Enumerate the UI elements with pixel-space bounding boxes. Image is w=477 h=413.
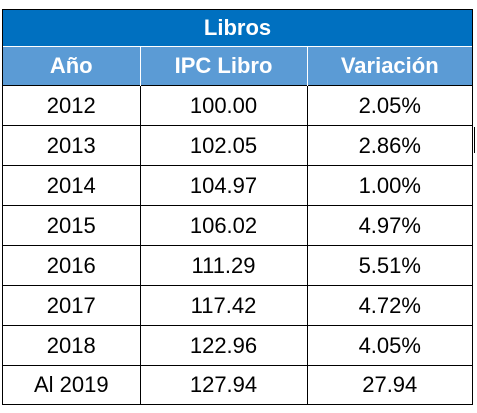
cell-variation: 1.00%	[306, 165, 473, 206]
table-row: 2017 117.42 4.72%	[3, 285, 473, 326]
table-row: 2012 100.00 2.05%	[3, 85, 473, 126]
cell-year: 2016	[3, 245, 140, 286]
header-year: Año	[3, 46, 140, 86]
cell-year: 2015	[3, 205, 140, 246]
table-header-row: Año IPC Libro Variación	[3, 46, 473, 86]
cell-ipc: 102.05	[139, 125, 307, 166]
ipc-libros-table-frame: Libros Año IPC Libro Variación 2012 100.…	[2, 9, 473, 405]
cell-ipc: 122.96	[139, 325, 307, 366]
cell-ipc: 100.00	[139, 85, 307, 126]
table-title: Libros	[3, 10, 473, 47]
ipc-libros-table: Libros Año IPC Libro Variación 2012 100.…	[3, 10, 473, 404]
table-row: 2013 102.05 2.86%	[3, 125, 473, 166]
cell-variation: 4.05%	[306, 325, 473, 366]
table-row: 2016 111.29 5.51%	[3, 245, 473, 286]
header-ipc-libro: IPC Libro	[139, 46, 307, 86]
cell-variation: 2.86%	[306, 125, 473, 166]
cell-ipc: 104.97	[139, 165, 307, 206]
cell-year: Al 2019	[3, 365, 140, 404]
cell-variation: 4.97%	[306, 205, 473, 246]
table-row: 2018 122.96 4.05%	[3, 325, 473, 366]
cell-year: 2012	[3, 85, 140, 126]
table-row: 2014 104.97 1.00%	[3, 165, 473, 206]
cell-ipc: 111.29	[139, 245, 307, 286]
cell-ipc: 127.94	[139, 365, 307, 404]
table-row: 2015 106.02 4.97%	[3, 205, 473, 246]
table-row: Al 2019 127.94 27.94	[3, 365, 473, 404]
cell-year: 2017	[3, 285, 140, 326]
cell-year: 2013	[3, 125, 140, 166]
cell-variation: 2.05%	[306, 85, 473, 126]
cell-year: 2014	[3, 165, 140, 206]
cell-year: 2018	[3, 325, 140, 366]
cell-variation: 5.51%	[306, 245, 473, 286]
header-variacion: Variación	[306, 46, 473, 86]
divider	[474, 127, 475, 153]
cell-ipc: 117.42	[139, 285, 307, 326]
cell-variation: 4.72%	[306, 285, 473, 326]
table-title-row: Libros	[3, 10, 473, 47]
cell-ipc: 106.02	[139, 205, 307, 246]
cell-variation: 27.94	[306, 365, 473, 404]
